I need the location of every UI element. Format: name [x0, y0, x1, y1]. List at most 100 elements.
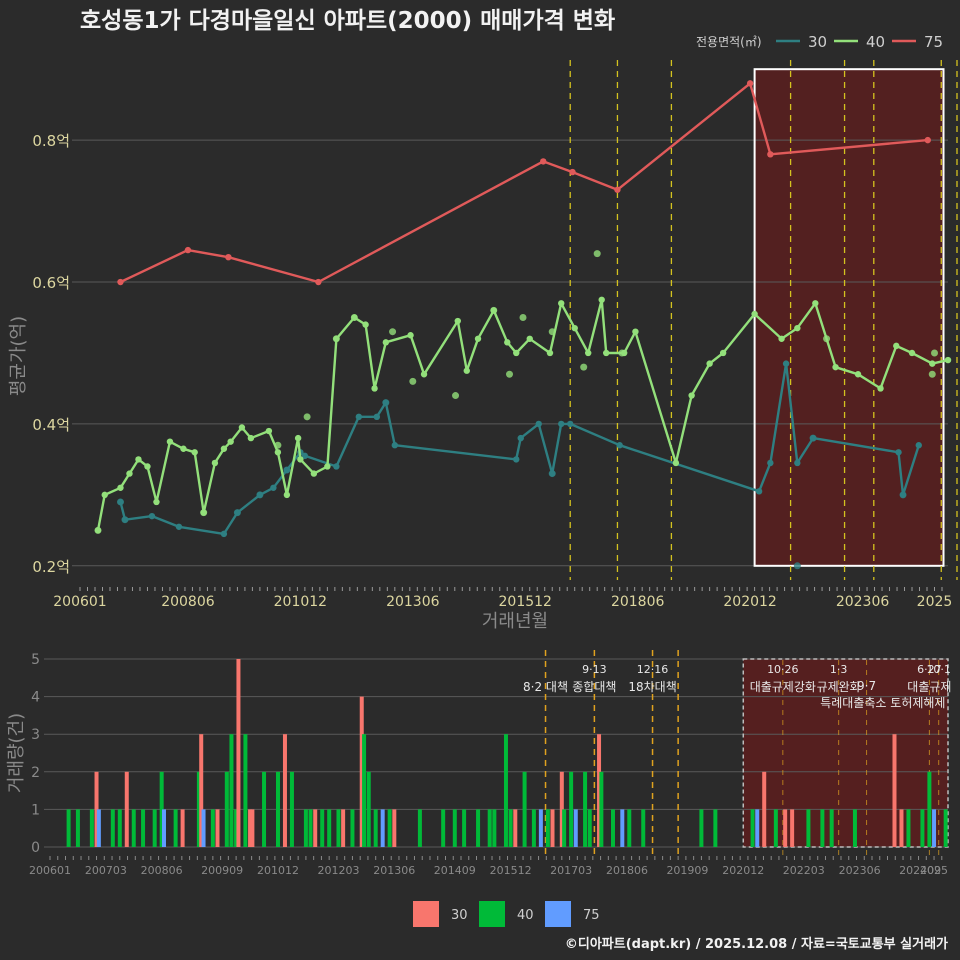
- data-point-30: [755, 488, 763, 495]
- policy-name-label: 특례대출축소 토허제해제: [820, 696, 945, 710]
- data-point-40: [200, 509, 207, 516]
- top-y-axis-title: 평균가(억): [8, 316, 29, 396]
- x-tick-label: 201306: [386, 594, 440, 610]
- scatter-point-s40: [931, 349, 939, 357]
- bottom-x-tick-label: 200703: [85, 864, 127, 877]
- volume-bar-40: [583, 771, 588, 847]
- volume-bar-30: [199, 734, 204, 847]
- volume-bar-40: [943, 809, 948, 847]
- volume-bar-30: [899, 809, 904, 847]
- data-point-30: [391, 442, 399, 449]
- policy-date-label: 6·27: [917, 663, 942, 676]
- volume-bar-40: [336, 809, 341, 847]
- volume-bar-40: [906, 809, 911, 847]
- bottom-x-tick-label: 201203: [317, 864, 359, 877]
- data-point-40: [117, 484, 124, 491]
- policy-date-label: 1·3: [830, 663, 848, 676]
- data-point-40: [166, 438, 174, 445]
- volume-bar-40: [173, 809, 178, 847]
- data-point-40: [877, 385, 884, 392]
- data-point-30: [117, 498, 124, 506]
- policy-date-label: 12·16: [637, 663, 669, 676]
- data-point-75: [184, 246, 192, 254]
- scatter-point-s40: [519, 314, 527, 321]
- x-tick-label: 202012: [723, 594, 776, 610]
- y-tick-label: 0.6억: [32, 274, 70, 292]
- highlight-frame: [753, 68, 945, 567]
- volume-bar-40: [117, 809, 122, 847]
- volume-bar-75: [573, 809, 578, 847]
- bottom-x-tick-label: 201409: [434, 864, 476, 877]
- volume-bar-40: [920, 809, 925, 847]
- data-point-40: [719, 349, 727, 357]
- volume-bar-40: [262, 771, 267, 847]
- data-point-40: [153, 498, 160, 506]
- bottom-x-tick-label: 202409: [899, 864, 941, 877]
- volume-bar-40: [562, 809, 567, 847]
- bottom-legend: 30 40 75: [413, 901, 600, 927]
- data-point-40: [238, 424, 246, 431]
- volume-bar-75: [201, 809, 206, 847]
- volume-bar-30: [550, 809, 555, 847]
- volume-bar-30: [248, 809, 253, 847]
- policy-name-label: 9·7: [857, 679, 876, 693]
- data-point-40: [310, 470, 318, 477]
- bottom-x-tick-label: 200601: [29, 864, 71, 877]
- x-tick-label: 200806: [161, 594, 215, 610]
- data-point-40: [420, 371, 428, 378]
- volume-bar-30: [215, 809, 220, 847]
- bottom-legend-swatch-30: [413, 901, 439, 927]
- data-point-40: [585, 349, 592, 357]
- top-legend: 30 40 75: [776, 33, 943, 51]
- volume-bar-40: [508, 809, 513, 847]
- bottom-y-tick-label: 2: [31, 765, 40, 781]
- volume-bar-30: [597, 734, 602, 847]
- scatter-point-s40: [409, 377, 417, 385]
- volume-plot: 0 1 2 3 4 5 8·2 대책 9·13 종합대책 12·16 18차대책 10·26 대출규제강…: [29, 650, 951, 877]
- volume-bar-40: [806, 809, 811, 847]
- data-point-75: [569, 168, 576, 176]
- data-point-75: [540, 158, 547, 165]
- price-plot: 0.2억 0.4억 0.6억 0.8억 200601 200806 201012 201306…: [32, 60, 958, 610]
- data-point-40: [474, 335, 482, 342]
- bottom-x-tick-label: 202012: [722, 864, 764, 877]
- volume-bar-40: [773, 809, 778, 847]
- volume-bar-40: [327, 809, 332, 847]
- data-point-30: [382, 399, 390, 406]
- scatter-point-s40: [580, 363, 588, 371]
- data-point-30: [782, 360, 790, 367]
- data-point-40: [126, 470, 133, 477]
- data-point-40: [632, 328, 639, 335]
- volume-bar-75: [932, 809, 937, 847]
- volume-bar-40: [110, 809, 115, 847]
- data-point-30: [234, 509, 241, 516]
- volume-bar-40: [66, 809, 71, 847]
- bottom-y-tick-label: 1: [31, 802, 40, 818]
- data-point-40: [362, 321, 369, 328]
- volume-bar-40: [75, 809, 80, 847]
- volume-bar-40: [829, 809, 834, 847]
- policy-name-label: 종합대책: [572, 679, 616, 694]
- bottom-y-axis-title: 거래량(건): [6, 713, 27, 793]
- volume-bar-30: [359, 696, 364, 847]
- data-point-40: [688, 392, 695, 399]
- volume-bar-40: [387, 809, 392, 847]
- volume-bar-40: [366, 771, 371, 847]
- data-point-40: [854, 371, 862, 378]
- bottom-x-tick-label: 201909: [666, 864, 708, 877]
- bottom-x-tick-label: 202306: [839, 864, 881, 877]
- series-line-40: [96, 298, 949, 531]
- volume-bar-40: [350, 809, 355, 847]
- volume-bar-30: [790, 809, 795, 847]
- volume-bar-40: [476, 809, 481, 847]
- bottom-y-tick-label: 3: [31, 727, 40, 743]
- volume-bar-40: [452, 809, 457, 847]
- volume-bar-75: [161, 809, 166, 847]
- volume-bar-30: [392, 809, 397, 847]
- policy-name-label: 대출규제: [907, 680, 951, 694]
- bottom-y-tick-label: 4: [31, 690, 40, 706]
- data-point-40: [812, 300, 819, 307]
- volume-bar-40: [441, 809, 446, 847]
- policy-name-label: 규제완화: [817, 680, 861, 694]
